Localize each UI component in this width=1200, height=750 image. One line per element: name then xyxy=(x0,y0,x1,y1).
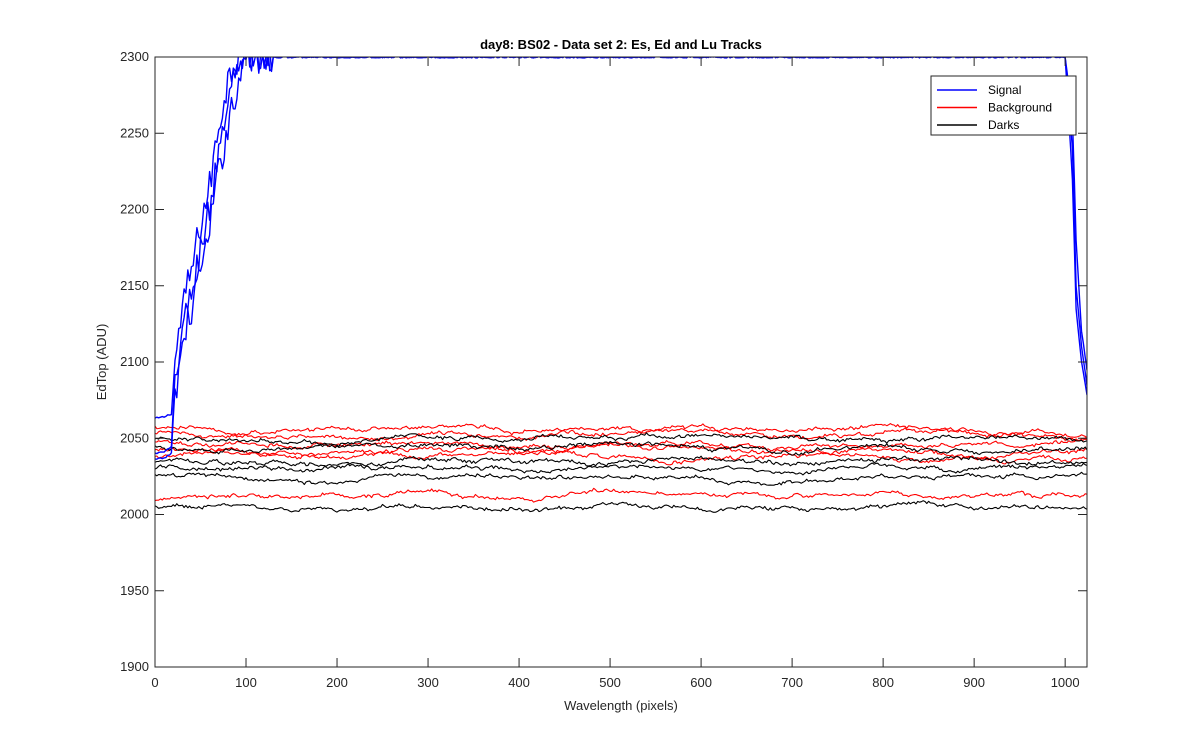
x-axis-label: Wavelength (pixels) xyxy=(564,698,678,713)
x-tick-label: 200 xyxy=(326,675,348,690)
legend-box xyxy=(930,75,1077,136)
axes-group: 0 100 200 300 400 500 600 700 800 900 1000 1900 1950… xyxy=(120,49,1088,690)
y-axis-label: EdTop (ADU) xyxy=(94,324,109,401)
x-tick-label: 700 xyxy=(781,675,803,690)
series-line-darks xyxy=(155,500,1087,513)
x-tick-label: 400 xyxy=(508,675,530,690)
plot-area xyxy=(155,57,1087,667)
x-tick-label: 900 xyxy=(963,675,985,690)
series-line-darks xyxy=(155,432,1087,448)
y-tick-label: 2250 xyxy=(120,125,149,140)
series-line-darks xyxy=(155,462,1087,476)
series-line-background xyxy=(155,423,1087,439)
series-line-darks xyxy=(155,440,1087,456)
series-line-darks xyxy=(155,455,1087,468)
x-tick-label: 100 xyxy=(235,675,257,690)
legend-label-darks: Darks xyxy=(988,118,1019,132)
legend-label-background: Background xyxy=(988,101,1052,115)
legend-label-signal: Signal xyxy=(988,83,1021,97)
x-tick-label: 0 xyxy=(151,675,158,690)
series-line-background xyxy=(155,423,1087,442)
chart-title: day8: BS02 - Data set 2: Es, Ed and Lu T… xyxy=(480,37,762,52)
y-tick-label: 2300 xyxy=(120,49,149,64)
y-tick-label: 2000 xyxy=(120,507,149,522)
y-tick-label: 1950 xyxy=(120,583,149,598)
legend: Signal Background Darks xyxy=(930,75,1077,136)
y-tick-label: 1900 xyxy=(120,659,149,674)
series-line-background xyxy=(155,487,1087,503)
y-tick-label: 2150 xyxy=(120,278,149,293)
y-tick-label: 2050 xyxy=(120,430,149,445)
x-tick-label: 1000 xyxy=(1051,675,1080,690)
series-line-darks xyxy=(155,471,1087,486)
x-tick-label: 500 xyxy=(599,675,621,690)
series-group xyxy=(155,57,1087,513)
series-line-background xyxy=(155,449,1087,466)
x-tick-label: 300 xyxy=(417,675,439,690)
x-tick-label: 800 xyxy=(872,675,894,690)
x-tick-label: 600 xyxy=(690,675,712,690)
y-tick-label: 2200 xyxy=(120,202,149,217)
y-tick-label: 2100 xyxy=(120,354,149,369)
